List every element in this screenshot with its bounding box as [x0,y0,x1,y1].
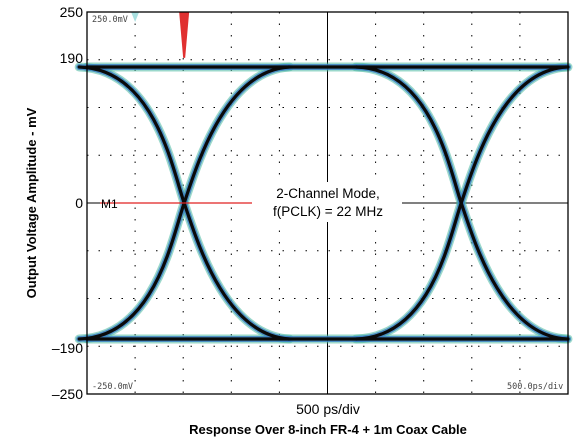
x-axis-unit-label: 500 ps/div [296,401,360,417]
y-tick-label: –190 [52,340,83,356]
eye-trace [354,65,568,341]
y-axis-title: Output Voltage Amplitude - mV [24,107,39,298]
y-tick-label: 250 [60,4,84,20]
y-tick-labels: 250 190 0 –190 –250 [52,4,83,402]
markers [100,12,262,204]
scope-bottom-left-label: -250.0mV [92,382,133,392]
marker-m1-label: M1 [101,197,118,211]
annotation-line-2: f(PCLK) = 22 MHz [273,204,383,219]
scope-position-marker [131,12,140,22]
chart-caption: Response Over 8-inch FR-4 + 1m Coax Cabl… [189,422,467,437]
y-tick-label: –250 [52,386,83,402]
trigger-marker [179,12,190,58]
plot-frame [86,11,569,395]
y-tick-label: 0 [75,195,83,211]
annotation-backdrop [252,182,402,222]
annotation-line-1: 2-Channel Mode, [276,186,380,201]
scope-bottom-right-label: 500.0ps/div [507,382,563,392]
scope-top-left-label: 250.0mV [92,15,128,25]
y-tick-label: 190 [60,50,84,66]
